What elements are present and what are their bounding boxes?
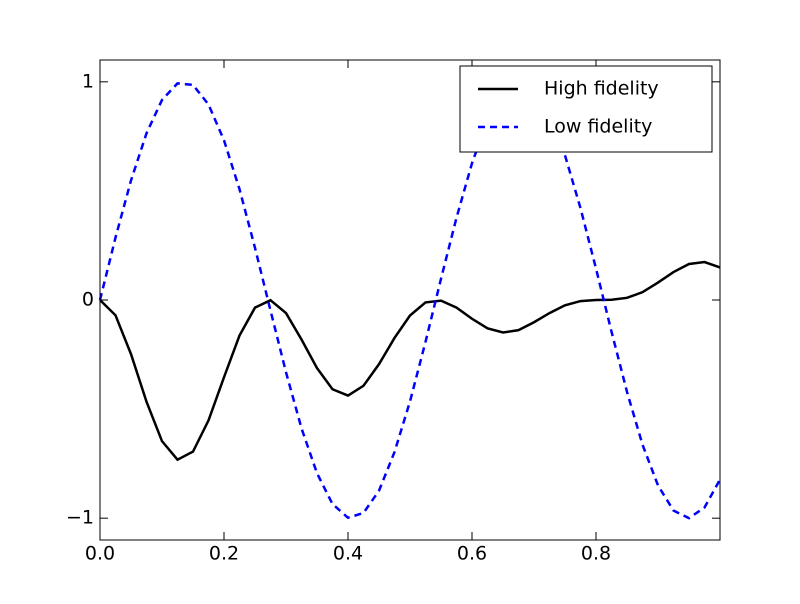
x-tick-label: 0.0	[85, 543, 115, 565]
x-tick-label: 0.4	[333, 543, 363, 565]
x-tick-label: 0.8	[581, 543, 611, 565]
y-tick-label: 0	[82, 289, 94, 311]
x-tick-label: 0.6	[457, 543, 487, 565]
y-tick-label: −1	[66, 507, 94, 529]
line-series	[98, 80, 722, 520]
legend-label: Low fidelity	[544, 116, 652, 138]
y-tick-label: 1	[82, 70, 94, 92]
x-tick-label: 0.2	[209, 543, 239, 565]
legend-label: High fidelity	[544, 78, 659, 100]
legend-box	[459, 65, 713, 153]
line-series	[99, 260, 721, 462]
